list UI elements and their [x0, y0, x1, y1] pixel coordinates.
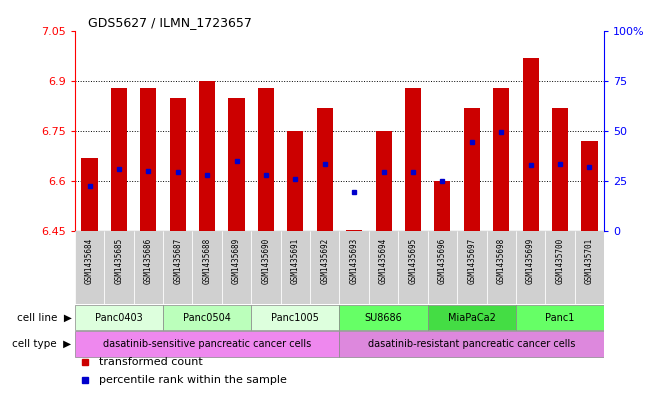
Bar	[199, 81, 215, 231]
Text: GSM1435687: GSM1435687	[173, 237, 182, 283]
Text: GSM1435697: GSM1435697	[467, 237, 477, 283]
Text: Panc0504: Panc0504	[183, 312, 231, 323]
Text: GSM1435695: GSM1435695	[409, 237, 417, 283]
Text: GSM1435699: GSM1435699	[526, 237, 535, 283]
Text: GSM1435698: GSM1435698	[497, 237, 506, 283]
Bar	[75, 231, 104, 304]
Bar	[486, 231, 516, 304]
Text: GSM1435688: GSM1435688	[202, 237, 212, 283]
Bar	[104, 231, 133, 304]
Bar	[398, 231, 428, 304]
Text: MiaPaCa2: MiaPaCa2	[448, 312, 496, 323]
Bar	[346, 230, 363, 231]
Bar	[251, 305, 340, 331]
Bar	[340, 331, 604, 357]
Text: dasatinib-sensitive pancreatic cancer cells: dasatinib-sensitive pancreatic cancer ce…	[103, 339, 311, 349]
Text: GSM1435684: GSM1435684	[85, 237, 94, 283]
Bar	[281, 231, 310, 304]
Bar	[251, 231, 281, 304]
Bar	[310, 231, 340, 304]
Bar	[376, 131, 392, 231]
Bar	[340, 231, 369, 304]
Text: percentile rank within the sample: percentile rank within the sample	[99, 375, 286, 385]
Text: transformed count: transformed count	[99, 357, 202, 367]
Bar	[316, 108, 333, 231]
Text: GSM1435693: GSM1435693	[350, 237, 359, 283]
Text: GSM1435689: GSM1435689	[232, 237, 241, 283]
Bar	[575, 231, 604, 304]
Bar	[287, 131, 303, 231]
Bar	[340, 305, 428, 331]
Bar	[434, 182, 450, 231]
Bar	[193, 231, 222, 304]
Text: GSM1435686: GSM1435686	[144, 237, 153, 283]
Text: GSM1435700: GSM1435700	[555, 237, 564, 283]
Bar	[222, 231, 251, 304]
Text: GSM1435685: GSM1435685	[115, 237, 124, 283]
Bar	[81, 158, 98, 231]
Bar	[140, 88, 156, 231]
Bar	[405, 88, 421, 231]
Bar	[464, 108, 480, 231]
Text: Panc0403: Panc0403	[95, 312, 143, 323]
Bar	[428, 305, 516, 331]
Bar	[133, 231, 163, 304]
Text: cell type  ▶: cell type ▶	[12, 339, 72, 349]
Bar	[581, 141, 598, 231]
Bar	[457, 231, 486, 304]
Bar	[75, 331, 340, 357]
Bar	[163, 305, 251, 331]
Text: dasatinib-resistant pancreatic cancer cells: dasatinib-resistant pancreatic cancer ce…	[368, 339, 575, 349]
Text: Panc1: Panc1	[546, 312, 575, 323]
Text: GSM1435691: GSM1435691	[291, 237, 300, 283]
Text: cell line  ▶: cell line ▶	[17, 312, 72, 323]
Bar	[258, 88, 274, 231]
Bar	[163, 231, 193, 304]
Bar	[493, 88, 509, 231]
Text: GDS5627 / ILMN_1723657: GDS5627 / ILMN_1723657	[88, 16, 252, 29]
Bar	[552, 108, 568, 231]
Bar	[369, 231, 398, 304]
Bar	[516, 231, 546, 304]
Text: GSM1435696: GSM1435696	[438, 237, 447, 283]
Text: GSM1435692: GSM1435692	[320, 237, 329, 283]
Text: SU8686: SU8686	[365, 312, 402, 323]
Bar	[428, 231, 457, 304]
Bar	[516, 305, 604, 331]
Bar	[111, 88, 127, 231]
Text: Panc1005: Panc1005	[271, 312, 320, 323]
Text: GSM1435690: GSM1435690	[262, 237, 270, 283]
Text: GSM1435701: GSM1435701	[585, 237, 594, 283]
Bar	[170, 98, 186, 231]
Text: GSM1435694: GSM1435694	[379, 237, 388, 283]
Bar	[546, 231, 575, 304]
Bar	[523, 58, 539, 231]
Bar	[229, 98, 245, 231]
Bar	[75, 305, 163, 331]
